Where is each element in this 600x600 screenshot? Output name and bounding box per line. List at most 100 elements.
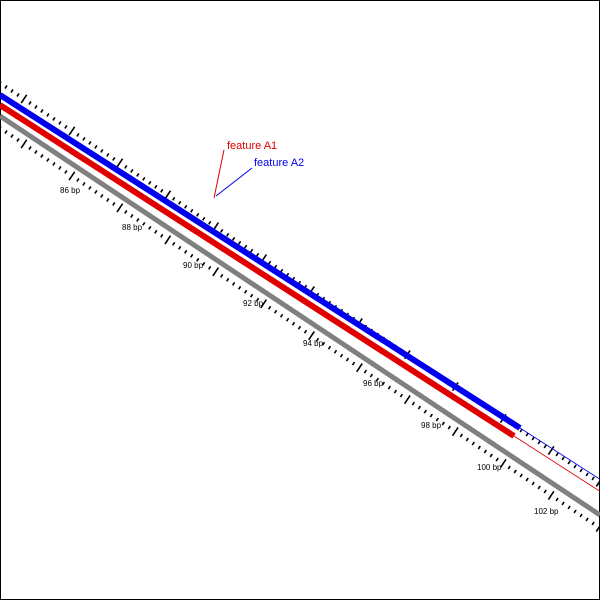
ruler-label: 86 bp bbox=[60, 186, 81, 195]
ruler-tick-bottom-minor bbox=[393, 389, 398, 394]
ruler-tick-bottom-minor bbox=[429, 413, 433, 418]
ruler-tick-bottom-minor bbox=[369, 373, 374, 378]
ruler-tick-top-minor bbox=[112, 156, 116, 161]
ruler-tick-bottom-minor bbox=[435, 417, 439, 422]
ruler-tick-bottom-minor bbox=[519, 473, 523, 478]
ruler-tick-top-minor bbox=[202, 216, 206, 221]
ruler-tick-bottom-minor bbox=[76, 177, 80, 182]
ruler-tick-top-minor bbox=[567, 460, 571, 465]
ruler-tick-bottom-minor bbox=[190, 253, 194, 258]
ruler-tick-bottom-major bbox=[356, 363, 363, 373]
ruler-tick-top-minor bbox=[172, 196, 176, 201]
strand-blue[interactable] bbox=[0, 92, 522, 431]
ruler-tick-top-minor bbox=[58, 120, 62, 125]
ruler-tick-bottom-minor bbox=[297, 325, 302, 330]
ruler-tick-bottom-minor bbox=[567, 505, 571, 510]
ruler-tick-bottom-minor bbox=[315, 337, 320, 342]
ruler-tick-bottom-major bbox=[451, 426, 459, 437]
ruler-tick-top-minor bbox=[106, 152, 110, 157]
ruler-tick-bottom-minor bbox=[303, 329, 308, 334]
ruler-tick-top-major bbox=[20, 94, 28, 104]
ruler-tick-top-minor bbox=[585, 472, 589, 477]
ruler-tick-bottom-minor bbox=[273, 309, 278, 314]
ruler-tick-bottom-minor bbox=[561, 501, 565, 506]
strands bbox=[0, 92, 600, 518]
ruler-tick-top-minor bbox=[100, 148, 104, 153]
feature-a1-label[interactable]: feature A1 bbox=[227, 140, 277, 152]
strand-gray[interactable] bbox=[0, 113, 600, 518]
ruler-tick-bottom-minor bbox=[124, 209, 128, 214]
ruler-tick-bottom-minor bbox=[112, 201, 116, 206]
ruler-tick-bottom-minor bbox=[399, 393, 404, 398]
feature-a2-label[interactable]: feature A2 bbox=[254, 157, 304, 169]
ruler-tick-bottom-minor bbox=[363, 369, 368, 374]
ruler-tick-top-major bbox=[595, 479, 600, 487]
ruler-tick-top-minor bbox=[543, 444, 547, 449]
ruler-tick-bottom-minor bbox=[100, 193, 104, 198]
ruler-tick-bottom-minor bbox=[58, 165, 62, 170]
ruler-tick-top-minor bbox=[531, 436, 535, 441]
ruler-tick-bottom-minor bbox=[483, 449, 487, 454]
ruler-tick-top-minor bbox=[46, 113, 50, 117]
ruler-tick-bottom-major bbox=[164, 235, 172, 245]
strand-blue-tail bbox=[519, 427, 600, 480]
ruler-tick-top-minor bbox=[555, 452, 559, 457]
ruler-tick-bottom-minor bbox=[525, 477, 529, 482]
ruler-tick-top-minor bbox=[76, 132, 80, 137]
ruler-tick-bottom-minor bbox=[279, 313, 284, 318]
ruler-tick-top-minor bbox=[82, 136, 86, 141]
ruler-tick-bottom-minor bbox=[585, 517, 589, 522]
ruler-tick-bottom-minor bbox=[351, 361, 356, 366]
ruler-tick-top-minor bbox=[16, 93, 20, 97]
ruler-tick-bottom-minor bbox=[52, 161, 56, 166]
ruler-tick-bottom-minor bbox=[0, 126, 2, 130]
ruler-tick-bottom-minor bbox=[10, 134, 14, 138]
strand-red[interactable] bbox=[0, 102, 516, 439]
ruler-tick-bottom-minor bbox=[255, 297, 260, 302]
ruler-tick-bottom-minor bbox=[447, 425, 451, 430]
ruler-tick-top-minor bbox=[196, 212, 200, 217]
ruler-tick-bottom-minor bbox=[477, 445, 481, 450]
ruler-tick-bottom-minor bbox=[28, 146, 32, 150]
ruler-tick-bottom-minor bbox=[130, 213, 134, 218]
ruler-tick-bottom-minor bbox=[579, 513, 583, 518]
ruler-tick-bottom-minor bbox=[88, 185, 92, 190]
ruler-tick-bottom-minor bbox=[136, 217, 140, 222]
ruler-tick-top-minor bbox=[124, 164, 128, 169]
ruler-tick-bottom-minor bbox=[339, 353, 344, 358]
ruler-tick-bottom-minor bbox=[267, 305, 272, 310]
ruler-tick-top-minor bbox=[142, 176, 146, 181]
ruler-tick-top-minor bbox=[34, 105, 38, 109]
ruler-tick-top-minor bbox=[190, 208, 194, 213]
ruler-tick-top-minor bbox=[561, 456, 565, 461]
ruler-labels: 86 bp 88 bp 90 bp 92 bp 94 bp 96 bp 98 bp 100 b… bbox=[60, 186, 559, 516]
ruler-tick-top-major bbox=[68, 126, 76, 136]
ruler-tick-top-minor bbox=[231, 236, 236, 241]
ruler-tick-bottom-minor bbox=[243, 289, 248, 294]
ruler-tick-bottom-minor bbox=[196, 257, 200, 262]
ruler-tick-bottom-minor bbox=[178, 245, 182, 250]
ruler-tick-bottom-minor bbox=[202, 261, 206, 266]
ruler-tick-bottom-major bbox=[595, 524, 600, 532]
ruler-tick-top-minor bbox=[579, 468, 583, 473]
ruler-tick-bottom-minor bbox=[237, 285, 242, 290]
ruler-tick-bottom-minor bbox=[64, 169, 68, 174]
ruler-tick-top-major bbox=[164, 190, 172, 200]
ruler-tick-bottom-minor bbox=[249, 293, 254, 298]
ruler-tick-bottom-minor bbox=[208, 265, 212, 270]
ruler-tick-bottom-minor bbox=[142, 221, 146, 226]
feature-callouts: feature A1 feature A2 bbox=[213, 140, 304, 199]
ruler-tick-bottom-minor bbox=[16, 138, 20, 142]
ruler-tick-bottom-minor bbox=[154, 229, 158, 234]
ruler-tick-bottom-minor bbox=[231, 281, 236, 286]
ruler-tick-top-minor bbox=[4, 85, 8, 89]
ruler-tick-bottom-minor bbox=[459, 433, 463, 438]
ruler-tick-bottom-minor bbox=[537, 485, 541, 490]
ruler-tick-bottom-minor bbox=[531, 481, 535, 486]
ruler-tick-top-minor bbox=[184, 204, 188, 209]
ruler-label: 102 bp bbox=[534, 507, 559, 516]
ruler-tick-bottom-major bbox=[260, 299, 268, 309]
ruler-tick-bottom-minor bbox=[387, 385, 392, 390]
ruler-label: 98 bp bbox=[421, 421, 442, 430]
ruler-tick-top-minor bbox=[160, 188, 164, 193]
